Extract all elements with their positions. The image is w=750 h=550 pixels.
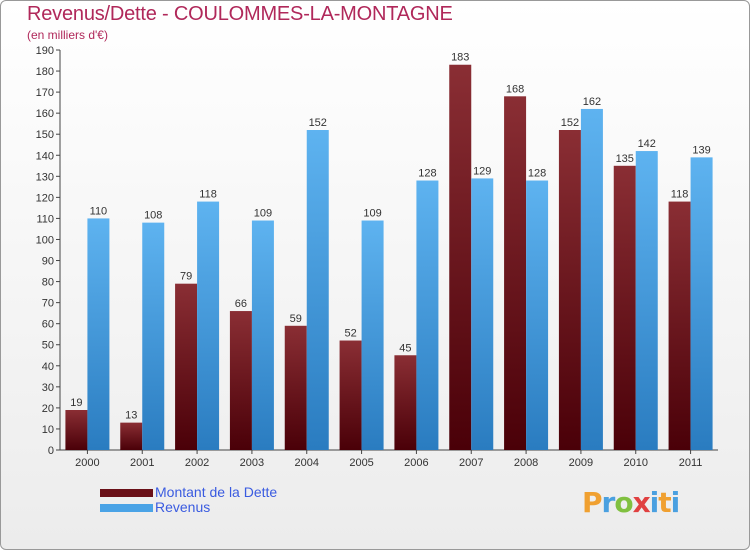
x-tick-label: 2001 [130,457,154,469]
bar-revenus [471,178,494,450]
data-label-debt: 59 [290,313,302,325]
x-tick-label: 2007 [459,457,483,469]
bar-debt [668,201,691,450]
data-label-debt: 45 [399,342,411,354]
legend-label-debt: Montant de la Dette [155,484,278,500]
x-tick-label: 2004 [295,457,319,469]
x-tick-label: 2011 [679,457,703,469]
x-tick-label: 2000 [75,457,99,469]
x-tick-label: 2006 [404,457,428,469]
bar-revenus [197,201,220,450]
y-tick-label: 20 [42,403,54,415]
legend-swatch-revenus [100,504,153,512]
bar-revenus [251,220,274,450]
bar-revenus [142,222,165,450]
bar-revenus [690,157,713,451]
bar-debt [284,325,307,450]
y-tick-label: 180 [36,66,54,78]
data-label-debt: 118 [671,189,689,201]
data-label-revenus: 152 [309,117,327,129]
bar-revenus [87,218,110,450]
bar-revenus [580,108,603,451]
x-tick-label: 2003 [240,457,264,469]
x-tick-label: 2008 [514,457,538,469]
y-tick-label: 10 [42,424,54,436]
y-tick-label: 150 [36,129,54,141]
y-tick-label: 50 [42,340,54,352]
bar-debt [449,64,472,450]
labels: 19 110 13 108 79 118 66 109 59 152 52 109 45 128 183 12… [70,52,710,422]
y-tick-label: 80 [42,277,54,289]
chart-title: Revenus/Dette - COULOMMES-LA-MONTAGNE [27,3,453,25]
bar-debt [229,311,252,450]
data-label-debt: 79 [180,271,192,283]
bar-debt [558,130,581,450]
y-tick-label: 100 [36,234,54,246]
bar-revenus [361,220,384,450]
y-tick-label: 140 [36,150,54,162]
bar-revenus [526,180,549,451]
y-tick-label: 40 [42,361,54,373]
y-tick-label: 30 [42,382,54,394]
bar-revenus [416,180,439,451]
data-label-revenus: 142 [638,138,656,150]
x-tick-label: 2009 [569,457,593,469]
data-label-debt: 135 [616,153,634,165]
data-label-revenus: 129 [473,165,491,177]
bar-debt [65,410,88,450]
y-tick-label: 0 [48,445,54,457]
x-tick-label: 2010 [624,457,648,469]
y-tick-label: 90 [42,256,54,268]
data-label-debt: 152 [561,117,579,129]
data-label-debt: 183 [451,52,469,64]
bars [65,64,713,451]
y-tick-label: 70 [42,298,54,310]
data-label-debt: 168 [506,83,524,95]
bar-revenus [635,151,658,451]
data-label-revenus: 108 [144,210,162,222]
y-tick-label: 130 [36,171,54,183]
data-label-revenus: 162 [583,96,601,108]
y-tick-label: 110 [36,213,54,225]
data-label-revenus: 118 [199,189,217,201]
bar-debt [394,355,417,450]
bar-debt [120,422,143,450]
y-tick-label: 170 [36,87,54,99]
data-label-debt: 19 [70,397,82,409]
x-tick-label: 2002 [185,457,209,469]
proxiti-logo: Proxiti [582,486,680,519]
bar-revenus [306,130,329,450]
data-label-revenus: 109 [254,208,272,220]
data-label-debt: 52 [344,328,356,340]
bar-debt [175,283,198,450]
data-label-revenus: 128 [418,168,436,180]
data-label-revenus: 109 [363,208,381,220]
bar-debt [613,165,636,450]
chart-subtitle: (en milliers d'€) [27,28,108,42]
y-tick-label: 60 [42,319,54,331]
bar-debt [339,340,362,450]
bar-debt [504,96,527,450]
x-tick-label: 2005 [349,457,373,469]
data-label-revenus: 139 [692,144,710,156]
data-label-debt: 66 [235,298,247,310]
legend-swatch-debt [100,489,153,497]
y-tick-label: 160 [36,108,54,120]
data-label-revenus: 110 [90,205,108,217]
y-tick-label: 190 [36,45,54,57]
legend-label-revenus: Revenus [155,499,211,515]
axes: 0 10 20 30 40 50 60 70 80 90 100 110 120 130 140 150 160… [36,45,718,469]
y-tick-label: 120 [36,192,54,204]
data-label-debt: 13 [125,410,137,422]
data-label-revenus: 128 [528,168,546,180]
